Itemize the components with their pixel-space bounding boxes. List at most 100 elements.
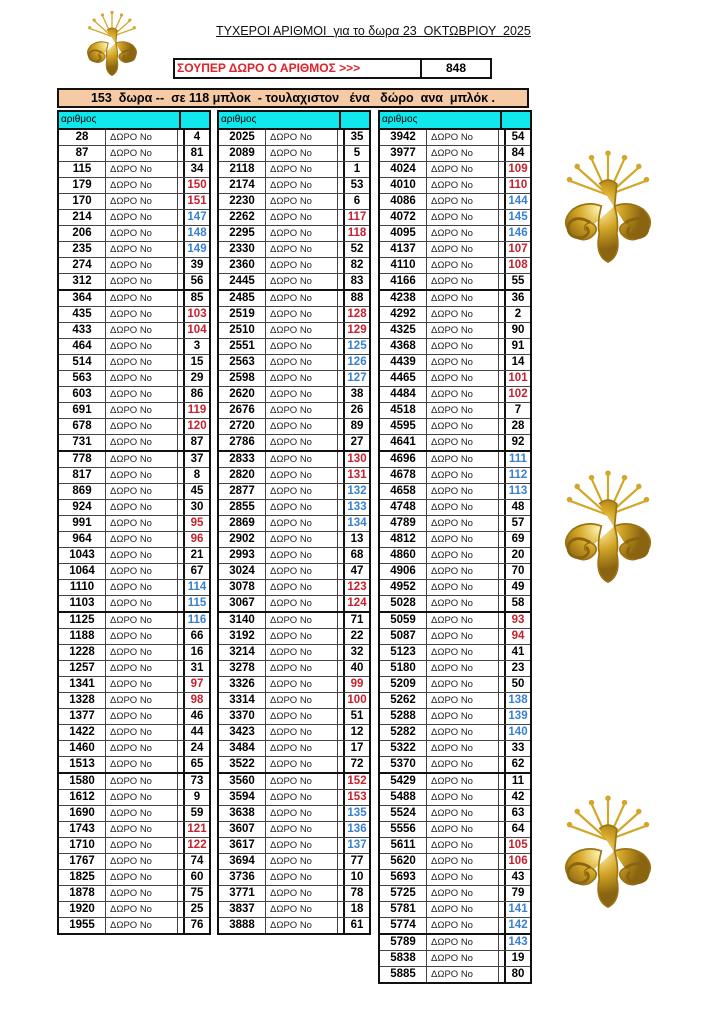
prize-number: 66: [190, 630, 204, 642]
table-row: 4086 ΔΩΡΟ No 144: [380, 194, 530, 210]
row-label: ΔΩΡΟ No: [266, 307, 338, 322]
spacer-cell: [499, 693, 506, 708]
spacer-cell: [499, 291, 506, 306]
row-label: ΔΩΡΟ No: [266, 790, 338, 805]
table-row: 5789 ΔΩΡΟ No 143: [380, 935, 530, 951]
spacer-cell: [338, 468, 345, 483]
prize-number: 80: [511, 968, 525, 980]
table-row: 87 ΔΩΡΟ No 81: [59, 146, 209, 162]
row-label: ΔΩΡΟ No: [266, 918, 338, 933]
lucky-number: 4748: [380, 500, 427, 515]
prize-number: 29: [190, 372, 204, 384]
spacer-cell: [499, 822, 506, 837]
row-label: ΔΩΡΟ No: [427, 645, 499, 660]
lucky-number: 3942: [380, 130, 427, 145]
spacer-cell: [499, 741, 506, 756]
spacer-cell: [499, 194, 506, 209]
row-label: ΔΩΡΟ No: [266, 387, 338, 402]
spacer-cell: [499, 725, 506, 740]
prize-number: 74: [190, 855, 204, 867]
spacer-cell: [338, 870, 345, 885]
prize-number: 41: [511, 646, 525, 658]
spacer-cell: [178, 339, 185, 354]
prize-number: 78: [350, 887, 364, 899]
lucky-number: 4906: [380, 564, 427, 579]
row-label: ΔΩΡΟ No: [427, 500, 499, 515]
row-label: ΔΩΡΟ No: [427, 532, 499, 547]
prize-number: 57: [511, 517, 525, 529]
row-label: ΔΩΡΟ No: [427, 210, 499, 225]
row-label: ΔΩΡΟ No: [266, 677, 338, 692]
spacer-cell: [338, 709, 345, 724]
lucky-number: 3607: [219, 822, 266, 837]
spacer-cell: [338, 210, 345, 225]
row-label: ΔΩΡΟ No: [266, 709, 338, 724]
spacer-cell: [178, 307, 185, 322]
lucky-number: 1513: [59, 757, 106, 772]
spacer-cell: [178, 886, 185, 901]
table-row: 4368 ΔΩΡΟ No 91: [380, 339, 530, 355]
spacer-cell: [178, 822, 185, 837]
prize-number: 52: [350, 243, 364, 255]
row-label: ΔΩΡΟ No: [427, 677, 499, 692]
spacer-cell: [338, 532, 345, 547]
spacer-cell: [499, 226, 506, 241]
table-row: 4166 ΔΩΡΟ No 55: [380, 274, 530, 291]
spacer-cell: [499, 757, 506, 772]
spacer-cell: [499, 790, 506, 805]
row-label: ΔΩΡΟ No: [427, 484, 499, 499]
lucky-number: 2360: [219, 258, 266, 273]
prize-number: 15: [190, 356, 204, 368]
lucky-number: 1710: [59, 838, 106, 853]
spacer-cell: [178, 661, 185, 676]
table-row: 312 ΔΩΡΟ No 56: [59, 274, 209, 291]
table-row: 214 ΔΩΡΟ No 147: [59, 210, 209, 226]
lucky-number: 115: [59, 162, 106, 177]
prize-number: 70: [511, 565, 525, 577]
spacer-cell: [499, 452, 506, 467]
lucky-number: 2720: [219, 419, 266, 434]
prize-number: 121: [187, 823, 207, 835]
row-label: ΔΩΡΟ No: [266, 403, 338, 418]
row-label: ΔΩΡΟ No: [106, 130, 178, 145]
table-row: 5123 ΔΩΡΟ No 41: [380, 645, 530, 661]
prize-number: 129: [347, 324, 367, 336]
lucky-number: 5838: [380, 951, 427, 966]
table-row: 964 ΔΩΡΟ No 96: [59, 532, 209, 548]
table-row: 2551 ΔΩΡΟ No 125: [219, 339, 369, 355]
spacer-cell: [178, 613, 185, 628]
row-label: ΔΩΡΟ No: [266, 419, 338, 434]
spacer-cell: [338, 564, 345, 579]
prize-number: 6: [353, 195, 361, 207]
spacer-cell: [338, 387, 345, 402]
row-label: ΔΩΡΟ No: [106, 838, 178, 853]
prize-table-2: αριθμος 2025 ΔΩΡΟ No 35 2089 ΔΩΡΟ No 5 2118 ΔΩΡΟ…: [217, 110, 371, 935]
lucky-number: 4072: [380, 210, 427, 225]
spacer-cell: [499, 806, 506, 821]
row-label: ΔΩΡΟ No: [106, 902, 178, 917]
lucky-number: 4678: [380, 468, 427, 483]
spacer-cell: [338, 886, 345, 901]
prize-number: 93: [511, 614, 525, 626]
prize-number: 83: [350, 275, 364, 287]
row-label: ΔΩΡΟ No: [427, 146, 499, 161]
spacer-cell: [338, 500, 345, 515]
spacer-cell: [338, 677, 345, 692]
page-title: ΤΥΧΕΡΟΙ ΑΡΙΘΜΟΙ για το δωρα 23 ΟΚΤΩΒΡΙΟΥ…: [216, 24, 531, 38]
table-row: 1341 ΔΩΡΟ No 97: [59, 677, 209, 693]
row-label: ΔΩΡΟ No: [106, 516, 178, 531]
table-row: 514 ΔΩΡΟ No 15: [59, 355, 209, 371]
table-row: 1064 ΔΩΡΟ No 67: [59, 564, 209, 580]
spacer-cell: [338, 757, 345, 772]
spacer-cell: [338, 194, 345, 209]
lucky-number: 2230: [219, 194, 266, 209]
table-row: 2902 ΔΩΡΟ No 13: [219, 532, 369, 548]
row-label: ΔΩΡΟ No: [427, 629, 499, 644]
lucky-number: 1110: [59, 580, 106, 595]
prize-table-3: αριθμος 3942 ΔΩΡΟ No 54 3977 ΔΩΡΟ No 84 4024 ΔΩΡ…: [378, 110, 532, 984]
spacer-cell: [178, 194, 185, 209]
table-row: 4906 ΔΩΡΟ No 70: [380, 564, 530, 580]
row-label: ΔΩΡΟ No: [106, 661, 178, 676]
lucky-number: 991: [59, 516, 106, 531]
table-row: 731 ΔΩΡΟ No 87: [59, 435, 209, 452]
